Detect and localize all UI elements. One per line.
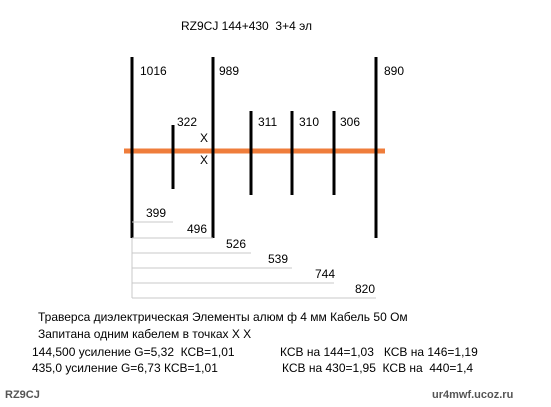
note: Запитана одним кабелем в точках X X — [38, 327, 251, 341]
spacing-label: 539 — [268, 252, 288, 266]
element-length: 989 — [219, 64, 239, 78]
element-length: 311 — [258, 115, 277, 129]
element-length: 1016 — [140, 64, 167, 78]
result: КСВ на 430=1,95 КСВ на 440=1,4 — [282, 361, 473, 375]
spacing-label: 744 — [315, 267, 335, 281]
spacing-label: 526 — [226, 237, 246, 251]
result: 435,0 усиление G=6,73 КСВ=1,01 — [32, 361, 218, 375]
spacing-label: 820 — [355, 282, 375, 296]
element-length: 310 — [299, 115, 319, 129]
element-length: 306 — [340, 115, 360, 129]
note: Траверса диэлектрическая Элементы алюм ф… — [38, 310, 408, 324]
watermark: ur4mwf.ucoz.ru — [432, 389, 513, 401]
watermark: RZ9CJ — [5, 389, 40, 401]
spacing-label: 399 — [146, 206, 166, 220]
result: КСВ на 144=1,03 КСВ на 146=1,19 — [280, 345, 478, 359]
feed-mark: X — [200, 131, 208, 145]
title: RZ9CJ 144+430 3+4 эл — [181, 19, 312, 33]
element-length: 890 — [384, 64, 404, 78]
result: 144,500 усиление G=5,32 КСВ=1,01 — [32, 345, 235, 359]
spacing-label: 496 — [187, 222, 207, 236]
element-length: 322 — [177, 115, 197, 129]
feed-mark: X — [200, 153, 208, 167]
